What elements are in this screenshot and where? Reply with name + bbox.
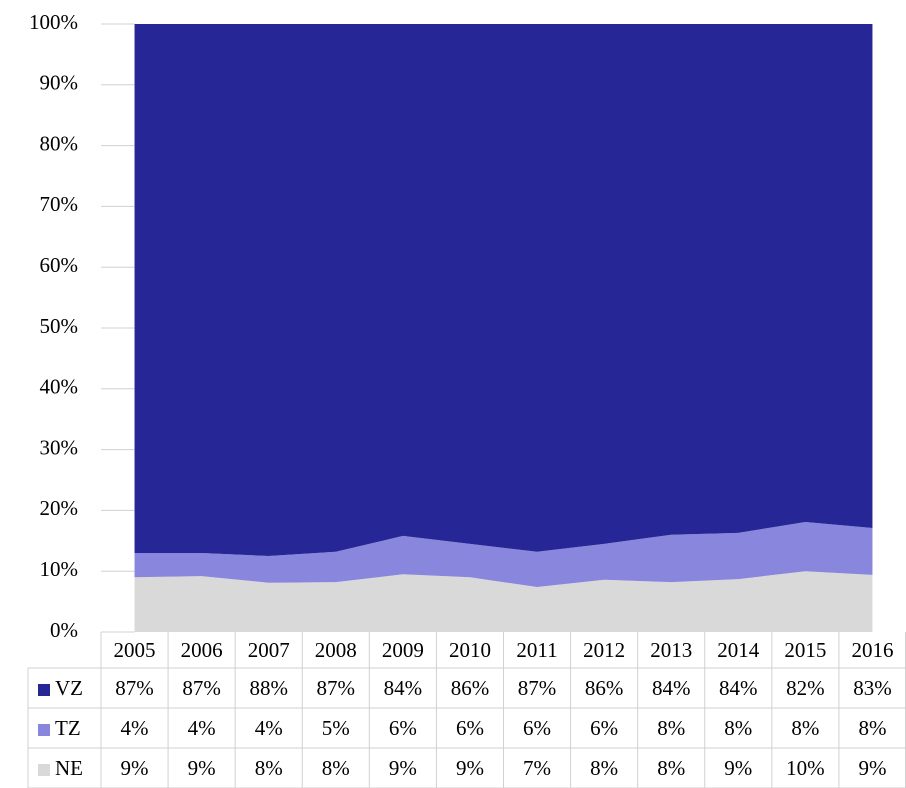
table-value: 6% (389, 716, 417, 740)
y-tick-label: 80% (40, 131, 79, 155)
y-tick-label: 0% (50, 618, 78, 642)
y-tick-label: 20% (40, 496, 79, 520)
area (134, 521, 873, 588)
table-value: 4% (121, 716, 149, 740)
table-value: 10% (786, 756, 825, 780)
y-tick-label: 100% (29, 10, 78, 34)
table-value: 84% (384, 676, 423, 700)
table-value: 8% (791, 716, 819, 740)
x-tick-label: 2011 (516, 638, 557, 662)
x-tick-label: 2005 (114, 638, 156, 662)
table-value: 8% (858, 716, 886, 740)
y-tick-label: 90% (40, 71, 79, 95)
area (134, 571, 873, 632)
table-value: 8% (657, 716, 685, 740)
x-tick-label: 2014 (717, 638, 760, 662)
table-value: 6% (590, 716, 618, 740)
x-tick-label: 2015 (784, 638, 826, 662)
table-value: 9% (724, 756, 752, 780)
legend-label: NE (55, 756, 83, 780)
legend-label: TZ (55, 716, 81, 740)
table-value: 6% (523, 716, 551, 740)
table-value: 4% (255, 716, 283, 740)
x-tick-label: 2008 (315, 638, 357, 662)
area (134, 24, 873, 556)
table-value: 8% (322, 756, 350, 780)
table-value: 87% (518, 676, 557, 700)
y-tick-label: 40% (40, 375, 79, 399)
table-value: 87% (115, 676, 154, 700)
legend-key (38, 684, 50, 696)
table-value: 5% (322, 716, 350, 740)
table-value: 9% (188, 756, 216, 780)
table-value: 8% (255, 756, 283, 780)
table-value: 87% (182, 676, 221, 700)
legend-key (38, 724, 50, 736)
table-value: 8% (724, 716, 752, 740)
y-tick-label: 30% (40, 435, 79, 459)
y-tick-label: 50% (40, 314, 79, 338)
x-tick-label: 2016 (851, 638, 893, 662)
table-value: 86% (451, 676, 490, 700)
table-value: 9% (456, 756, 484, 780)
y-tick-label: 70% (40, 192, 79, 216)
x-tick-label: 2013 (650, 638, 692, 662)
x-tick-label: 2009 (382, 638, 424, 662)
legend-key (38, 764, 50, 776)
y-tick-label: 60% (40, 253, 79, 277)
table-value: 7% (523, 756, 551, 780)
legend-label: VZ (55, 676, 83, 700)
x-tick-label: 2010 (449, 638, 491, 662)
y-tick-label: 10% (40, 557, 79, 581)
table-value: 9% (389, 756, 417, 780)
x-tick-label: 2012 (583, 638, 625, 662)
table-value: 83% (853, 676, 892, 700)
table-value: 9% (858, 756, 886, 780)
table-value: 82% (786, 676, 825, 700)
x-tick-label: 2007 (248, 638, 290, 662)
table-value: 86% (585, 676, 624, 700)
table-value: 6% (456, 716, 484, 740)
table-value: 84% (652, 676, 691, 700)
table-value: 9% (121, 756, 149, 780)
table-value: 87% (317, 676, 356, 700)
table-value: 8% (590, 756, 618, 780)
table-value: 4% (188, 716, 216, 740)
table-value: 8% (657, 756, 685, 780)
table-value: 84% (719, 676, 758, 700)
x-tick-label: 2006 (181, 638, 223, 662)
table-value: 88% (249, 676, 288, 700)
